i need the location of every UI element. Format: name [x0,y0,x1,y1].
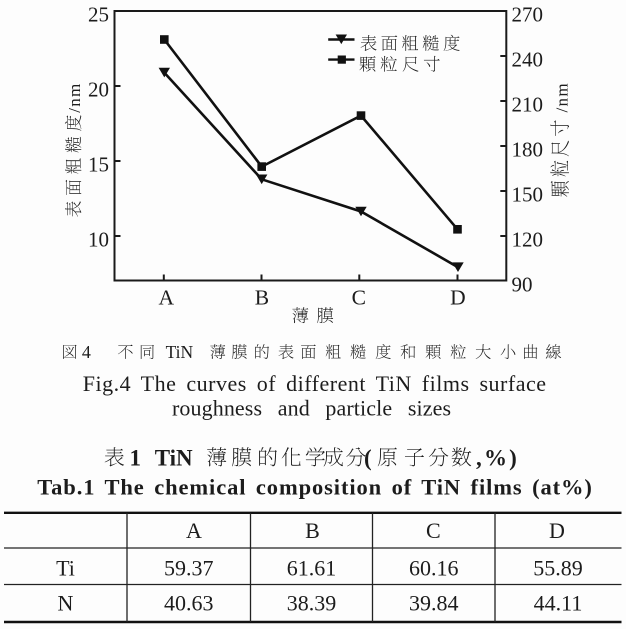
svg-text:10: 10 [88,227,109,251]
svg-text:15: 15 [88,152,109,176]
svg-text:C: C [426,518,441,543]
svg-text:,%): ,%) [476,446,519,471]
svg-text:D: D [450,285,466,309]
svg-text:44.11: 44.11 [534,591,583,616]
svg-text:D: D [549,518,565,543]
svg-text:61.61: 61.61 [287,556,337,581]
svg-text:(: ( [364,446,372,471]
svg-text:A: A [159,285,175,309]
svg-text:90: 90 [512,272,533,296]
svg-text:39.84: 39.84 [409,591,459,616]
svg-text:/nm: /nm [65,82,84,112]
svg-text:59.37: 59.37 [164,556,214,581]
svg-text:TiN: TiN [166,342,194,362]
svg-text:TiN: TiN [155,446,193,471]
svg-text:60.16: 60.16 [409,556,459,581]
svg-text:210: 210 [512,92,544,116]
svg-text:55.89: 55.89 [533,556,583,581]
svg-text:B: B [305,518,320,543]
svg-text:/nm: /nm [553,82,572,112]
svg-text:Ti: Ti [56,556,75,581]
svg-text:Fig.4 The curves of different: Fig.4 The curves of different TiN films … [83,371,546,396]
svg-text:150: 150 [512,182,544,206]
svg-text:240: 240 [512,47,544,71]
svg-text:C: C [352,285,366,309]
svg-text:Tab.1 The chemical compositio: Tab.1 The chemical composition of TiN fi… [37,475,592,500]
svg-text:1: 1 [130,446,142,471]
svg-text:A: A [186,518,202,543]
svg-text:N: N [58,591,74,616]
svg-text:B: B [255,285,269,309]
svg-text:120: 120 [512,227,544,251]
svg-text:270: 270 [512,2,544,26]
svg-text:38.39: 38.39 [287,591,337,616]
svg-text:20: 20 [88,77,109,101]
svg-text:25: 25 [88,2,109,26]
svg-text:roughness and particle sizes: roughness and particle sizes [172,396,451,421]
svg-text:40.63: 40.63 [164,591,214,616]
svg-text:4: 4 [82,342,91,362]
svg-text:180: 180 [512,137,544,161]
